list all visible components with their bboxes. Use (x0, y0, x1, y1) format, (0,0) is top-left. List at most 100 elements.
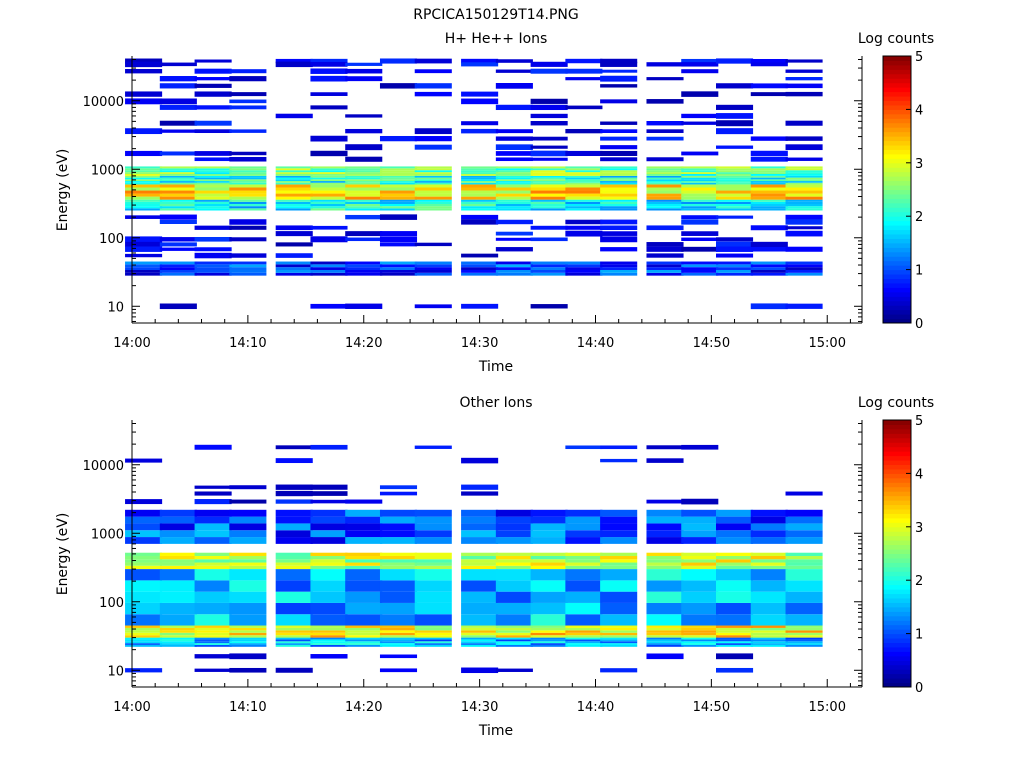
heatmap-cell (785, 269, 823, 273)
heatmap-cell (159, 602, 197, 615)
heatmap-cell (194, 654, 232, 659)
heatmap-cell (681, 175, 719, 178)
heatmap-cell (495, 264, 533, 268)
heatmap-cell (414, 637, 452, 640)
heatmap-cell (345, 552, 383, 556)
heatmap-cell (125, 509, 163, 517)
heatmap-cell (310, 135, 348, 142)
heatmap-cell (716, 602, 754, 615)
heatmap-cell (600, 175, 638, 178)
colorbar-segment (883, 73, 911, 79)
colorbar-segment (883, 145, 911, 150)
heatmap-cell (495, 199, 533, 202)
heatmap-cell (785, 303, 823, 309)
heatmap-cell (716, 272, 754, 276)
heatmap-cell (229, 272, 267, 276)
heatmap-cell (310, 654, 348, 659)
heatmap-cell (750, 150, 788, 157)
heatmap-cell (310, 170, 348, 173)
heatmap-cell (159, 562, 197, 566)
heatmap-cell (159, 242, 197, 247)
heatmap-cell (530, 562, 568, 566)
heatmap-cell (461, 580, 499, 592)
colorbar-segment (883, 584, 911, 590)
heatmap-cell (345, 591, 383, 603)
heatmap-cell (785, 83, 823, 89)
heatmap-cell (345, 509, 383, 517)
heatmap-cell (159, 614, 197, 626)
heatmap-cell (495, 168, 533, 171)
heatmap-cell (159, 559, 197, 563)
heatmap-cell (345, 630, 383, 633)
heatmap-cell (565, 150, 603, 157)
heatmap-cell (310, 75, 348, 82)
heatmap-cell (785, 569, 823, 581)
heatmap-cell (379, 602, 418, 615)
heatmap-cell (379, 168, 418, 171)
colorbar-segment (883, 517, 911, 523)
heatmap-cell (379, 654, 418, 659)
heatmap-cell (125, 523, 163, 531)
heatmap-cell (530, 614, 568, 626)
heatmap-cell (785, 166, 823, 169)
heatmap-cell (194, 172, 232, 175)
colorbar-segment (883, 247, 911, 253)
heatmap-cell (345, 559, 383, 563)
heatmap-cell (716, 166, 754, 169)
heatmap-cell (646, 445, 684, 450)
colorbar-segment (883, 207, 911, 213)
heatmap-cell (750, 190, 788, 194)
heatmap-cell (565, 172, 603, 175)
heatmap-cell (125, 580, 163, 592)
heatmap-cell (159, 516, 197, 524)
heatmap-cell (785, 537, 823, 544)
heatmap-cell (345, 175, 383, 178)
heatmap-cell (681, 172, 719, 175)
heatmap-cell (600, 261, 638, 265)
heatmap-cell (414, 635, 452, 638)
heatmap-cell (785, 632, 823, 636)
heatmap-cell (495, 59, 533, 63)
colorbar-segment (883, 544, 911, 550)
heatmap-cell (345, 144, 383, 151)
heatmap-cell (565, 555, 603, 560)
heatmap-cell (229, 151, 267, 156)
heatmap-cell (716, 667, 754, 673)
heatmap-cell (194, 643, 232, 645)
heatmap-cell (125, 246, 163, 252)
heatmap-cell (194, 625, 232, 628)
heatmap-cell (414, 175, 452, 178)
heatmap-cell (159, 625, 197, 628)
heatmap-cell (194, 580, 232, 592)
colorbar-segment (883, 158, 911, 164)
colorbar-segment (883, 638, 911, 643)
colorbar-segment (883, 566, 911, 572)
heatmap-cell (414, 267, 452, 270)
colorbar-segment (883, 486, 911, 492)
heatmap-cell (785, 530, 823, 538)
heatmap-cell (310, 643, 348, 645)
heatmap-cell (159, 267, 197, 270)
heatmap-cell (159, 637, 197, 640)
colorbar-segment (883, 220, 911, 226)
heatmap-cell (275, 190, 313, 194)
heatmap-cell (229, 264, 267, 268)
heatmap-cell (565, 225, 603, 230)
heatmap-cell (681, 509, 719, 517)
heatmap-cell (646, 168, 684, 171)
heatmap-cell (229, 170, 267, 173)
heatmap-cell (530, 641, 568, 644)
heatmap-cell (681, 537, 719, 544)
heatmap-cell (600, 172, 638, 175)
heatmap-cell (125, 187, 163, 191)
x-axis-label: Time (478, 359, 513, 375)
heatmap-cell (646, 203, 684, 207)
heatmap-cell (125, 562, 163, 566)
heatmap-cell (125, 559, 163, 563)
heatmap-cell (194, 627, 232, 631)
heatmap-cell (681, 190, 719, 194)
heatmap-cell (275, 177, 313, 180)
heatmap-cell (125, 569, 163, 581)
heatmap-cell (414, 208, 452, 211)
